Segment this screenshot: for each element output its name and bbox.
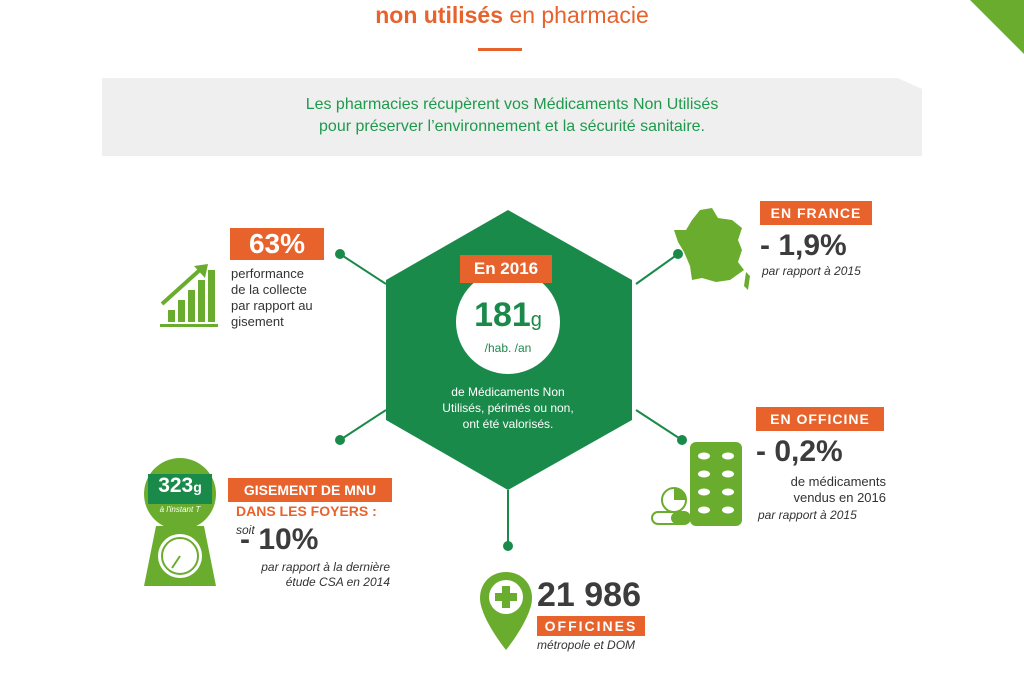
center-year-label: En 2016 bbox=[460, 255, 552, 283]
scale-value: 323g bbox=[148, 474, 212, 498]
gisement-subtitle: DANS LES FOYERS : bbox=[236, 503, 377, 519]
intro-banner bbox=[102, 78, 922, 156]
officines-note: métropole et DOM bbox=[537, 638, 636, 652]
gisement-note-line-1: par rapport à la dernière bbox=[261, 560, 390, 574]
officines-label: OFFICINES bbox=[537, 616, 645, 636]
officine-value: - 0,2% bbox=[756, 435, 843, 468]
gisement-prefix: soit bbox=[236, 523, 255, 537]
scale-icon bbox=[144, 458, 216, 586]
france-note: par rapport à 2015 bbox=[762, 264, 861, 278]
connector-lines bbox=[339, 253, 683, 546]
officine-description: de médicaments vendus en 2016 bbox=[756, 474, 886, 506]
gisement-note-line-2: étude CSA en 2014 bbox=[285, 575, 390, 589]
intro-text: Les pharmacies récupèrent vos Médicament… bbox=[102, 94, 922, 138]
pharmacy-pin-icon bbox=[480, 572, 532, 650]
connector-line bbox=[635, 253, 679, 285]
intro-line-2: pour préserver l’environnement et la séc… bbox=[319, 118, 705, 135]
officine-line-1: de médicaments bbox=[790, 474, 886, 489]
center-value-unit: g bbox=[530, 309, 542, 331]
connector-dot bbox=[673, 249, 683, 259]
center-desc-line-2: Utilisés, périmés ou non, bbox=[442, 401, 574, 415]
officines-count: 21 986 bbox=[537, 576, 641, 614]
page-title: non utilisés en pharmacie bbox=[0, 2, 1024, 29]
collecte-line-3: par rapport au bbox=[231, 298, 313, 313]
center-per-label: /hab. /an bbox=[484, 341, 532, 355]
collecte-line-2: de la collecte bbox=[231, 282, 307, 297]
gisement-note: par rapport à la dernière étude CSA en 2… bbox=[240, 560, 390, 590]
connector-line bbox=[339, 253, 387, 285]
gisement-label: GISEMENT DE MNU bbox=[228, 478, 392, 502]
officine-line-2: vendus en 2016 bbox=[793, 490, 886, 505]
officine-note: par rapport à 2015 bbox=[758, 508, 857, 522]
france-value: - 1,9% bbox=[760, 229, 847, 262]
scale-value-number: 323 bbox=[158, 474, 194, 497]
officine-label: EN OFFICINE bbox=[756, 407, 884, 431]
growth-chart-icon bbox=[160, 264, 218, 327]
france-label: EN FRANCE bbox=[760, 201, 872, 225]
center-value: 181g bbox=[456, 296, 560, 335]
scale-note: à l'instant T bbox=[159, 505, 201, 514]
pills-icon bbox=[651, 442, 742, 526]
collecte-percent: 63% bbox=[230, 228, 324, 260]
connector-line bbox=[635, 409, 683, 441]
collecte-line-4: gisement bbox=[231, 314, 284, 329]
collecte-description: performance de la collecte par rapport a… bbox=[231, 266, 341, 330]
connector-dot bbox=[335, 435, 345, 445]
scale-value-unit: g bbox=[193, 479, 202, 495]
france-map-icon bbox=[674, 208, 750, 290]
center-desc-line-1: de Médicaments Non bbox=[451, 385, 565, 399]
center-value-number: 181 bbox=[474, 296, 531, 334]
connector-dot bbox=[335, 249, 345, 259]
connector-dot bbox=[677, 435, 687, 445]
title-rest: en pharmacie bbox=[503, 2, 649, 28]
title-underline bbox=[478, 48, 522, 51]
gisement-value: - 10% bbox=[240, 523, 319, 556]
connector-line bbox=[339, 409, 387, 441]
collecte-line-1: performance bbox=[231, 266, 304, 281]
intro-line-1: Les pharmacies récupèrent vos Médicament… bbox=[305, 96, 719, 113]
center-description: de Médicaments Non Utilisés, périmés ou … bbox=[400, 384, 616, 432]
center-value-circle bbox=[456, 270, 560, 374]
title-bold: non utilisés bbox=[375, 2, 504, 28]
connector-dot bbox=[503, 541, 513, 551]
center-desc-line-3: ont été valorisés. bbox=[462, 417, 554, 431]
